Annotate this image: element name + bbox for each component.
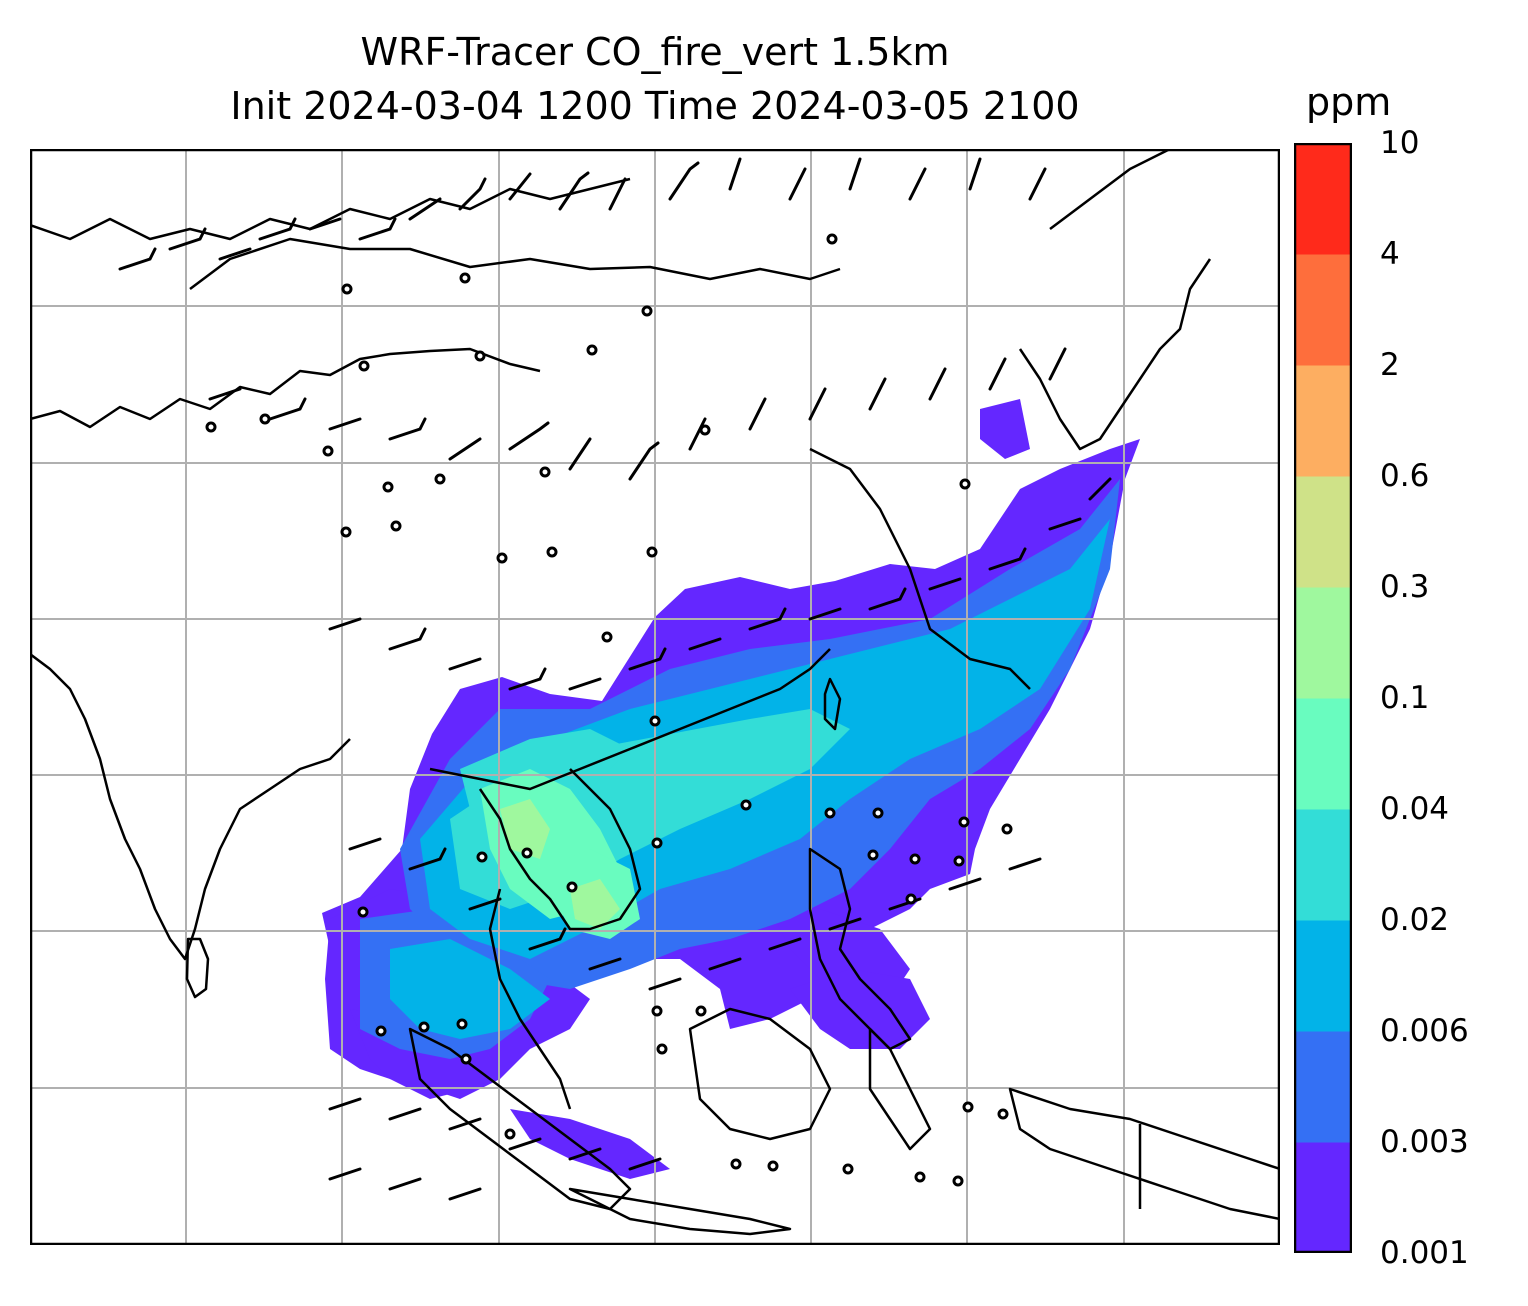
colorbar-band <box>1294 1031 1352 1143</box>
plume-layer-max2 <box>570 879 620 929</box>
colorbar-tick-label: 10 <box>1380 125 1420 161</box>
colorbar-tick-label: 0.3 <box>1380 569 1430 605</box>
map-panel <box>30 149 1280 1245</box>
tracer-field <box>322 399 1140 1179</box>
colorbar-tick-label: 0.04 <box>1380 791 1450 827</box>
java <box>568 1187 792 1236</box>
sri-lanka <box>185 937 210 999</box>
colorbar-band <box>1294 587 1352 699</box>
coastlines <box>30 149 1280 1236</box>
colorbar-band <box>1294 254 1352 366</box>
plume-layer-phil <box>790 969 930 1049</box>
colorbar-band <box>1294 809 1352 921</box>
sumatra <box>408 1027 632 1211</box>
india-coast <box>30 653 351 961</box>
japan-coast <box>1049 149 1171 230</box>
colorbar-tick-label: 2 <box>1380 347 1400 383</box>
colorbar-tick-label: 0.003 <box>1380 1124 1469 1160</box>
colorbar-band <box>1294 143 1352 255</box>
map-title-line1: WRF-Tracer CO_fire_vert 1.5km <box>360 30 950 74</box>
indochina-coast <box>478 768 642 931</box>
malay-peninsula <box>488 888 572 1110</box>
korea-coast <box>1018 258 1212 451</box>
mongolia-russia <box>30 177 631 241</box>
taiwan <box>823 677 842 731</box>
wind-barbs <box>118 157 1112 1201</box>
china-east-coast <box>809 447 1031 690</box>
philippines <box>808 847 912 1051</box>
plume-layer-korea <box>980 399 1030 459</box>
plume-layer-max <box>500 799 550 859</box>
colorbar-tick-label: 0.6 <box>1380 458 1430 494</box>
calm-markers <box>205 233 1013 1187</box>
colorbar-tick-label: 0.001 <box>1380 1235 1469 1271</box>
colorbar-tick-label: 0.1 <box>1380 680 1430 716</box>
sulawesi <box>868 1027 932 1151</box>
borneo <box>688 1007 832 1141</box>
new-guinea <box>1008 1087 1280 1221</box>
colorbar-band <box>1294 476 1352 588</box>
colorbar-bands <box>1294 143 1352 1253</box>
himalaya-border <box>30 347 541 429</box>
gridlines <box>30 149 1280 1245</box>
plume-layer-core-south <box>390 939 550 1039</box>
colorbar-band <box>1294 365 1352 477</box>
colorbar-band <box>1294 1142 1352 1253</box>
china-mongolia-border <box>189 237 841 290</box>
colorbar <box>1294 143 1352 1253</box>
china-south-coast <box>429 648 831 791</box>
plume-layer-strait <box>510 1109 670 1179</box>
colorbar-tick-label: 0.02 <box>1380 902 1450 938</box>
colorbar-band <box>1294 920 1352 1032</box>
map-title-line2: Init 2024-03-04 1200 Time 2024-03-05 210… <box>230 84 1080 128</box>
colorbar-tick-label: 0.006 <box>1380 1013 1469 1049</box>
colorbar-band <box>1294 698 1352 810</box>
colorbar-unit: ppm <box>1306 80 1392 124</box>
colorbar-tick-label: 4 <box>1380 236 1400 272</box>
